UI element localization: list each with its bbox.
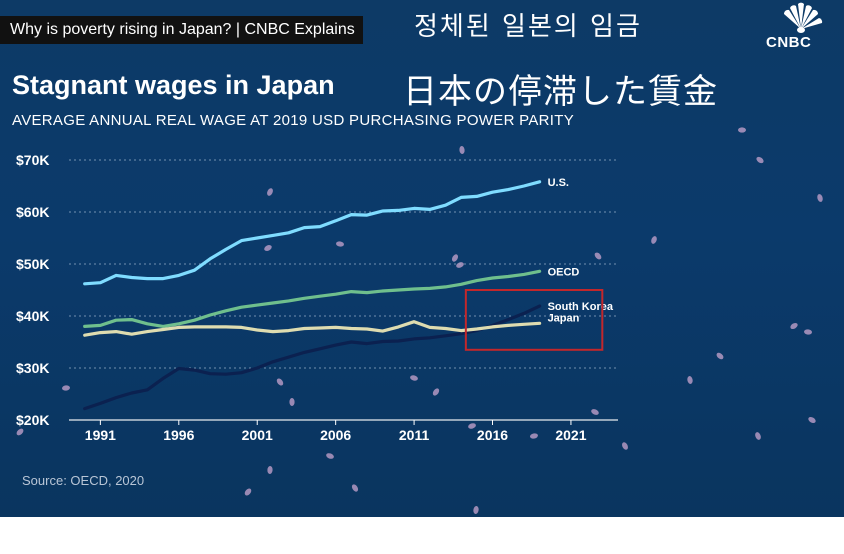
y-tick-label: $30K [16, 360, 49, 376]
petal-icon [804, 329, 812, 335]
x-tick-label: 1991 [85, 427, 116, 443]
highlight-box [464, 289, 604, 351]
petal-icon [456, 262, 464, 268]
petal-icon [591, 409, 599, 415]
petal-icon [622, 442, 628, 450]
x-tick-label: 2021 [555, 427, 586, 443]
petal-icon [817, 194, 823, 202]
highlight-box-group [464, 289, 604, 351]
petal-icon [459, 146, 465, 154]
petal-icon [410, 375, 418, 381]
petal-icon [289, 398, 295, 406]
petal-icon [267, 466, 273, 474]
petal-icon [451, 254, 459, 262]
petal-icon [755, 432, 761, 440]
series-label-us: U.S. [548, 177, 569, 189]
petal-icon [351, 484, 359, 492]
petal-icon [276, 378, 284, 386]
petal-icon [244, 488, 252, 496]
series-line-japan [83, 320, 542, 337]
japanese-subtitle: 日本の停滞した賃金 [403, 72, 718, 112]
series-label-south-korea: South Korea [548, 301, 614, 313]
x-tick-label: 2011 [399, 427, 430, 443]
petal-icon [651, 236, 657, 244]
petal-icon [687, 376, 693, 384]
petal-icon [432, 388, 440, 396]
petal-icon [336, 241, 344, 247]
petal-icon [790, 322, 798, 330]
korean-subtitle: 정체된 일본의 임금 [414, 12, 642, 42]
petal-icon [756, 156, 764, 164]
petal-icon [267, 188, 273, 196]
video-title[interactable]: Why is poverty rising in Japan? | CNBC E… [0, 16, 363, 44]
y-tick-label: $40K [16, 308, 49, 324]
y-tick-label: $70K [16, 152, 49, 168]
peacock-logo-icon [783, 2, 823, 33]
series-lines [83, 180, 542, 411]
x-tick-label: 2006 [320, 427, 351, 443]
petal-icon [326, 453, 334, 459]
chart-background: $20K $30K $40K $50K $60K $70K 1991 1996 2001 200… [0, 0, 844, 517]
petal-icon [264, 245, 272, 251]
petal-icon [16, 428, 24, 436]
petal-icon [473, 506, 479, 514]
y-tick-label: $60K [16, 204, 49, 220]
chart-subtitle: AVERAGE ANNUAL REAL WAGE AT 2019 USD PUR… [12, 112, 575, 129]
petal-icon [716, 352, 724, 360]
petal-decorations [16, 127, 823, 514]
x-tick-label: 2001 [242, 427, 273, 443]
y-axis: $20K $30K $40K $50K $60K $70K [16, 152, 49, 428]
chart-title: Stagnant wages in Japan [12, 70, 335, 100]
petal-icon [808, 416, 816, 424]
series-line-oecd [83, 269, 542, 328]
x-tick-label: 1996 [163, 427, 194, 443]
petal-icon [594, 252, 602, 260]
gridlines [69, 159, 618, 421]
source-note: Source: OECD, 2020 [22, 473, 145, 488]
cnbc-logo-text: CNBC [766, 34, 812, 51]
series-line-us [83, 180, 542, 286]
series-label-oecd: OECD [548, 266, 580, 278]
x-axis: 1991 1996 2001 2006 2011 2016 2021 [85, 420, 587, 443]
y-tick-label: $50K [16, 256, 49, 272]
petal-icon [468, 423, 476, 429]
series-label-japan: Japan [548, 312, 580, 324]
series-line-south-korea [83, 304, 542, 411]
petal-icon [530, 433, 538, 439]
x-tick-label: 2016 [477, 427, 508, 443]
line-chart: $20K $30K $40K $50K $60K $70K 1991 1996 2001 200… [16, 127, 823, 514]
petal-icon [62, 385, 70, 391]
petal-icon [738, 127, 746, 133]
y-tick-label: $20K [16, 412, 49, 428]
